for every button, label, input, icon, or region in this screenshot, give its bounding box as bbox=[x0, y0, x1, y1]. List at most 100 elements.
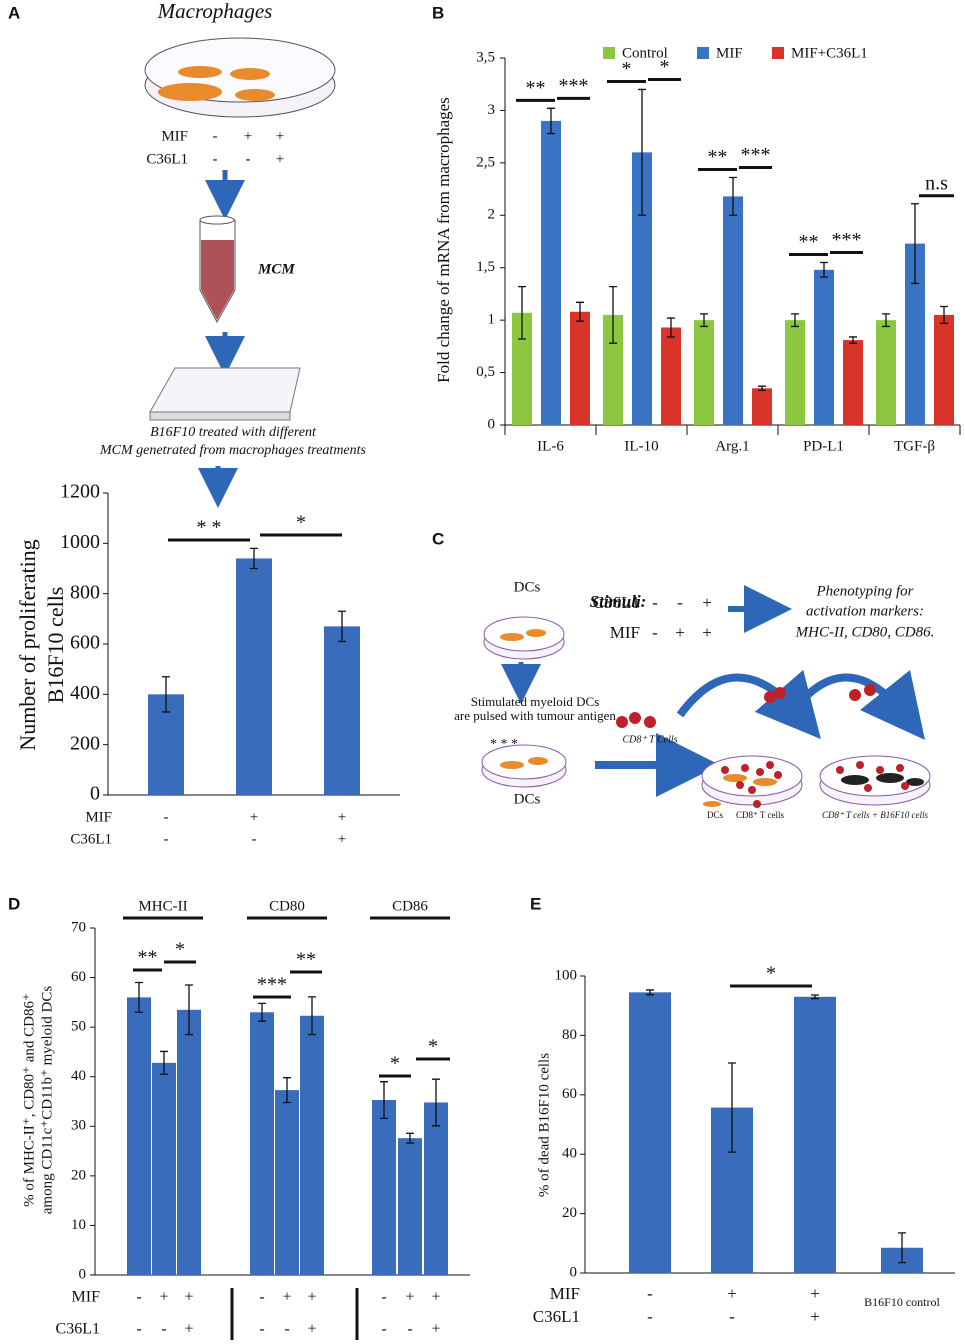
cell bbox=[230, 68, 270, 80]
bar bbox=[934, 314, 954, 425]
panel-c-diagram: DCs Stimuli: C36L1 - - + MIF - + + Pheno… bbox=[454, 579, 934, 820]
error-bar bbox=[882, 313, 890, 328]
panel-label: E bbox=[530, 894, 541, 913]
condition-sign: + bbox=[338, 809, 346, 825]
control-label: B16F10 control bbox=[864, 1295, 940, 1309]
group-label: CD86 bbox=[392, 898, 428, 914]
condition-sign: - bbox=[164, 809, 169, 825]
significance-label: n.s bbox=[925, 172, 948, 194]
treatment-sign: + bbox=[244, 128, 252, 144]
cell bbox=[178, 66, 222, 78]
cell bbox=[723, 774, 747, 782]
bar bbox=[250, 1012, 274, 1275]
bar bbox=[424, 1102, 448, 1275]
condition-sign: - bbox=[164, 831, 169, 847]
t-cells bbox=[721, 761, 782, 794]
pulse-text: Stimulated myeloid DCs bbox=[471, 694, 600, 709]
bar bbox=[794, 996, 836, 1273]
x-tick-label: IL-10 bbox=[624, 438, 658, 454]
significance-label: * bbox=[660, 56, 670, 78]
cell bbox=[500, 633, 524, 641]
significance-label: * bbox=[766, 963, 776, 985]
condition-sign: - bbox=[381, 1289, 386, 1306]
y-axis-label: Fold change of mRNA from macrophages bbox=[434, 97, 453, 383]
tube-medium bbox=[201, 240, 234, 320]
y-tick-label: 20 bbox=[562, 1205, 577, 1221]
bar bbox=[814, 269, 834, 425]
y-tick-label: 100 bbox=[555, 967, 578, 983]
y-tick-label: 0 bbox=[79, 1266, 87, 1282]
y-tick-label: 600 bbox=[70, 632, 100, 654]
y-tick-label: 3,5 bbox=[476, 49, 495, 65]
condition-sign: + bbox=[159, 1289, 168, 1306]
dish-label: CD8⁺ T cells + B16F10 cells bbox=[822, 810, 928, 820]
bar bbox=[300, 1015, 324, 1275]
treatment-sign: + bbox=[675, 623, 685, 642]
group-label: MHC-II bbox=[138, 898, 187, 914]
y-tick-label: 60 bbox=[71, 969, 86, 985]
significance-label: *** bbox=[832, 229, 862, 251]
legend-swatch bbox=[603, 47, 615, 59]
treatment-name: MIF bbox=[610, 623, 640, 642]
dish bbox=[701, 755, 803, 797]
bar bbox=[876, 320, 896, 425]
y-tick-label: 400 bbox=[70, 682, 100, 704]
bar bbox=[236, 558, 272, 795]
t-cell bbox=[644, 716, 656, 728]
diagram-title: Macrophages bbox=[157, 0, 273, 23]
condition-name: C36L1 bbox=[70, 831, 112, 847]
tube-top bbox=[199, 215, 235, 225]
y-tick-label: 1000 bbox=[60, 531, 100, 553]
panel-label: A bbox=[8, 3, 20, 22]
condition-sign: - bbox=[259, 1321, 264, 1338]
condition-sign: + bbox=[810, 1307, 820, 1326]
y-tick-label: 40 bbox=[562, 1146, 577, 1162]
bar bbox=[694, 320, 714, 425]
significance-label: ** bbox=[138, 947, 158, 969]
y-tick-label: 1 bbox=[488, 312, 496, 328]
treatment-sign: + bbox=[702, 623, 712, 642]
y-tick-label: 1,5 bbox=[476, 259, 495, 275]
significance-label: * bbox=[296, 512, 306, 534]
phenotyping-text: activation markers: bbox=[806, 603, 924, 619]
error-bar bbox=[185, 984, 193, 1036]
phenotyping-text: Phenotyping for bbox=[815, 583, 913, 599]
error-bar bbox=[406, 1132, 414, 1144]
y-axis-label: % of dead B16F10 cells bbox=[536, 1053, 552, 1197]
dish bbox=[481, 744, 567, 780]
legend-label: CD8⁺ T cells bbox=[736, 810, 784, 820]
bar bbox=[632, 152, 652, 425]
panel-a-diagram: Macrophages MIF - + + C36L1 - - + MCM B1… bbox=[99, 0, 367, 508]
cell bbox=[528, 757, 548, 765]
y-tick-label: 10 bbox=[71, 1217, 86, 1233]
error-bar bbox=[518, 285, 526, 340]
cell bbox=[500, 761, 524, 769]
x-tick-label: IL-6 bbox=[537, 438, 564, 454]
error-bar bbox=[729, 176, 737, 216]
bar bbox=[752, 388, 772, 425]
condition-sign: + bbox=[184, 1289, 193, 1306]
condition-sign: - bbox=[729, 1307, 735, 1326]
legend-label: Control bbox=[622, 45, 668, 61]
tcell-label: CD8⁺ T Cells bbox=[622, 734, 677, 745]
legend-label: MIF+C36L1 bbox=[791, 45, 868, 61]
dish bbox=[819, 755, 931, 797]
error-bar bbox=[820, 261, 828, 278]
significance-label: ** bbox=[799, 231, 819, 253]
y-tick-label: 80 bbox=[562, 1027, 577, 1043]
error-bar bbox=[609, 285, 617, 344]
significance-label: *** bbox=[559, 75, 589, 97]
x-tick-label: TGF-β bbox=[894, 438, 935, 454]
error-bar bbox=[547, 107, 555, 135]
phenotyping-text: MHC-II, CD80, CD86. bbox=[795, 624, 935, 640]
cell bbox=[526, 629, 546, 637]
error-bar bbox=[258, 1002, 266, 1022]
condition-sign: + bbox=[810, 1284, 820, 1303]
y-tick-label: 3 bbox=[488, 102, 496, 118]
bar bbox=[152, 1062, 176, 1275]
y-tick-label: 200 bbox=[70, 732, 100, 754]
condition-name: MIF bbox=[85, 809, 112, 825]
significance-label: * * bbox=[197, 517, 222, 539]
treatment-sign: + bbox=[276, 151, 284, 167]
